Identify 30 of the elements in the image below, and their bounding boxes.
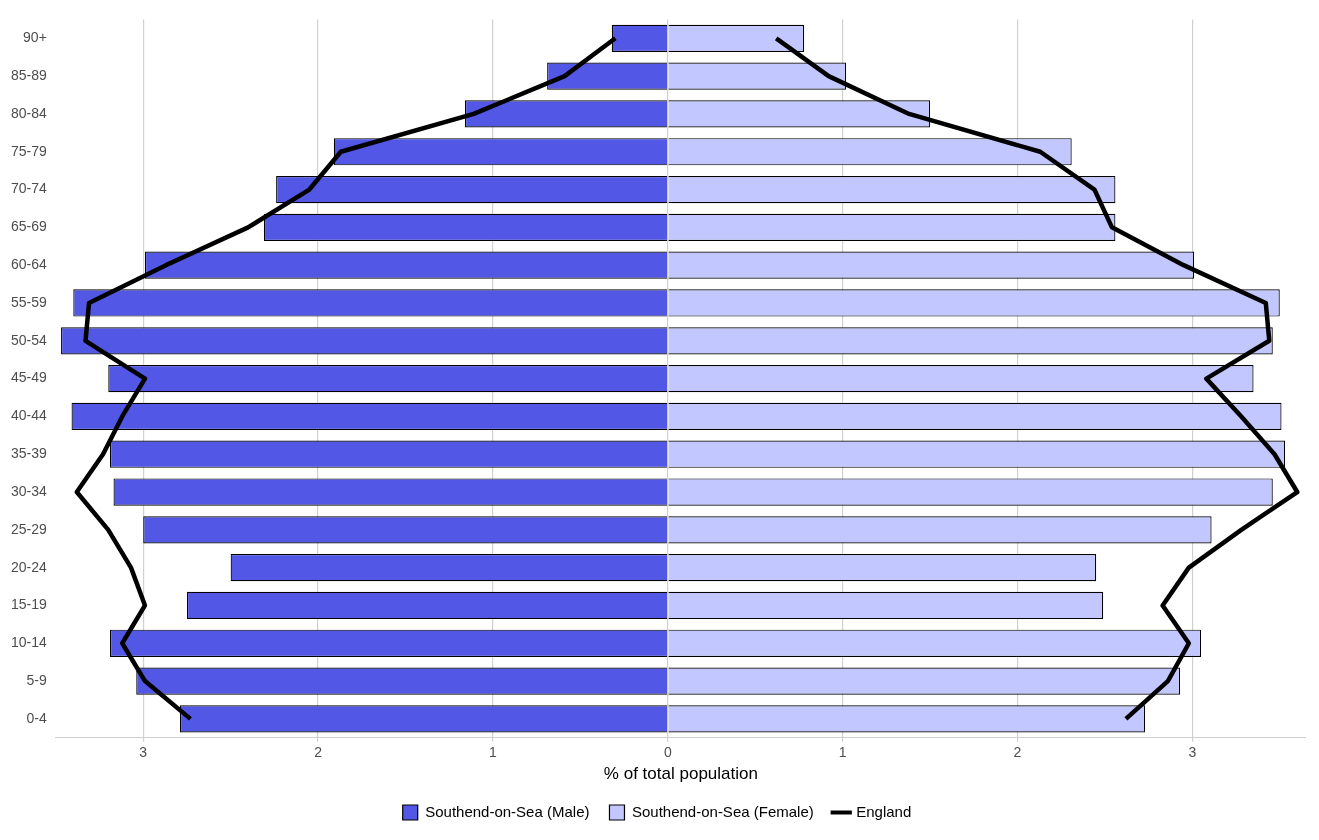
x-tick-label: 2: [1013, 744, 1022, 761]
y-tick-label: 5-9: [26, 671, 48, 688]
y-tick-label: 0-4: [26, 709, 48, 726]
y-tick-label: 25-29: [10, 520, 48, 537]
y-tick-label: 10-14: [10, 634, 48, 651]
legend-label: England: [856, 802, 912, 820]
y-tick-label: 15-19: [10, 596, 48, 613]
x-axis-title: % of total population: [603, 764, 758, 784]
x-tick-label: 1: [838, 744, 847, 761]
y-tick-label: 80-84: [10, 104, 48, 121]
x-tick-label: 3: [139, 744, 148, 761]
y-tick-label: 35-39: [10, 445, 48, 462]
legend-label: Southend-on-Sea (Female): [631, 802, 814, 820]
y-tick-label: 65-69: [10, 218, 48, 235]
x-tick-label: 2: [314, 744, 323, 761]
y-tick-label: 20-24: [10, 558, 48, 575]
y-tick-label: 75-79: [10, 142, 48, 159]
y-tick-label: 45-49: [10, 369, 48, 386]
legend-label: Southend-on-Sea (Male): [425, 802, 590, 820]
y-tick-label: 30-34: [10, 482, 48, 499]
y-tick-label: 55-59: [10, 293, 48, 310]
y-tick-label: 50-54: [10, 331, 48, 348]
y-tick-label: 90+: [23, 29, 47, 46]
x-tick-label: 3: [1188, 744, 1197, 761]
y-tick-label: 85-89: [10, 66, 48, 83]
x-tick-label: 1: [489, 744, 498, 761]
y-tick-label: 60-64: [10, 256, 48, 273]
x-tick-label: 0: [663, 744, 672, 761]
y-tick-label: 40-44: [10, 407, 48, 424]
y-tick-label: 70-74: [10, 180, 48, 197]
